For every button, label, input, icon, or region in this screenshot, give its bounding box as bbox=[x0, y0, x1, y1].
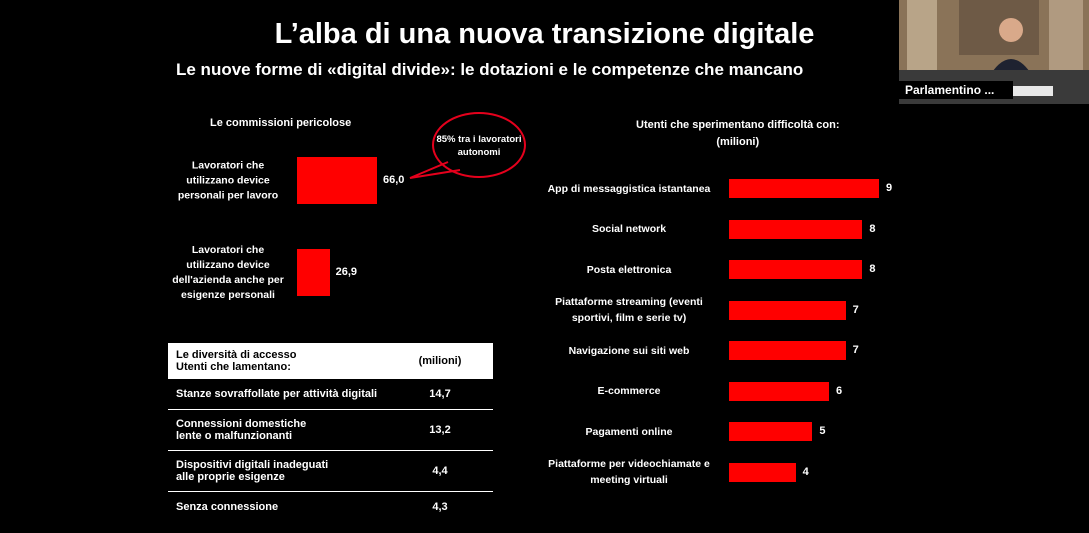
table-row-label: Stanze sovraffollate per attività digita… bbox=[168, 378, 387, 410]
table-header-label: Le diversità di accesso Utenti che lamen… bbox=[168, 343, 387, 379]
row-line1: Senza connessione bbox=[176, 501, 279, 513]
right-bar-value: 8 bbox=[869, 222, 876, 235]
right-bar bbox=[729, 381, 829, 401]
table-row-value: 4,3 bbox=[387, 491, 493, 522]
right-bar-category: E-commerce bbox=[597, 385, 661, 397]
right-bar bbox=[729, 341, 846, 360]
right-bar-category: Piattaforme per videochiamate e meeting … bbox=[548, 458, 710, 486]
right-bar-value: 8 bbox=[869, 263, 876, 275]
left-bar-value: 66,0 bbox=[383, 173, 405, 186]
row-line1: Dispositivi digitali inadeguati bbox=[176, 459, 329, 471]
callout-text: 85% tra i lavoratori autonomi bbox=[436, 134, 522, 158]
table-row-label: Connessioni domestiche lente o malfunzio… bbox=[168, 409, 387, 451]
table-row-value: 4,4 bbox=[387, 450, 493, 492]
table-row: Connessioni domestiche lente o malfunzio… bbox=[168, 409, 493, 451]
table-row: Dispositivi digitali inadeguati alle pro… bbox=[168, 450, 493, 492]
slide-title: L’alba di una nuova transizione digitale bbox=[274, 18, 815, 50]
right-bar bbox=[729, 179, 879, 198]
slide-subtitle: Le nuove forme di «digital divide»: le d… bbox=[176, 60, 804, 79]
right-chart-unit: (milioni) bbox=[716, 136, 760, 148]
table-header: Le diversità di accesso Utenti che lamen… bbox=[168, 343, 493, 379]
left-bar-category: Lavoratori che utilizzano device dell'az… bbox=[172, 243, 284, 301]
right-bar bbox=[729, 300, 846, 320]
table-header-line2: Utenti che lamentano: bbox=[176, 360, 291, 373]
left-bar bbox=[297, 249, 330, 296]
row-line2: lente o malfunzionanti bbox=[176, 430, 293, 442]
row-line1: Stanze sovraffollate per attività digita… bbox=[176, 388, 378, 400]
right-bar bbox=[729, 422, 813, 441]
left-chart-title: Le commissioni pericolose bbox=[210, 117, 352, 129]
right-bar-value: 9 bbox=[886, 182, 893, 194]
callout-bubble: 85% tra i lavoratori autonomi bbox=[432, 112, 526, 178]
table-row: Stanze sovraffollate per attività digita… bbox=[168, 378, 493, 410]
right-bar bbox=[729, 219, 863, 239]
webcam-scene-image bbox=[899, 0, 1089, 104]
right-bar-category: Piattaforme streaming (eventi sportivi, … bbox=[555, 296, 703, 324]
right-bar-value: 5 bbox=[819, 425, 826, 437]
access-table: Le diversità di accesso Utenti che lamen… bbox=[168, 343, 493, 522]
table-row-value: 13,2 bbox=[387, 409, 493, 451]
right-bar-category: Posta elettronica bbox=[586, 263, 672, 276]
table-row-value: 14,7 bbox=[387, 378, 493, 410]
right-bar-value: 7 bbox=[852, 303, 859, 316]
left-bar-value: 26,9 bbox=[335, 265, 358, 278]
right-bar-category: Navigazione sui siti web bbox=[568, 344, 690, 357]
left-bar bbox=[297, 157, 377, 204]
right-bar-value: 6 bbox=[836, 384, 843, 397]
right-bar-category: Pagamenti online bbox=[585, 425, 673, 438]
webcam-participant-name: Parlamentino ... bbox=[899, 81, 1013, 99]
right-bar bbox=[729, 260, 863, 279]
table-row-label: Senza connessione bbox=[168, 491, 387, 522]
table-row-label: Dispositivi digitali inadeguati alle pro… bbox=[168, 450, 387, 492]
row-line1: Connessioni domestiche bbox=[176, 418, 307, 430]
right-bar-value: 4 bbox=[802, 465, 809, 478]
right-bar-category: Social network bbox=[591, 223, 667, 235]
right-chart-title: Utenti che sperimentano difficoltà con: … bbox=[636, 117, 840, 151]
row-line2: alle proprie esigenze bbox=[176, 471, 285, 483]
right-bar-value: 7 bbox=[852, 344, 859, 356]
left-bar-category: Lavoratori che utilizzano device persona… bbox=[177, 159, 279, 201]
right-chart-title-text: Utenti che sperimentano difficoltà con: bbox=[636, 119, 840, 131]
right-bar-category: App di messaggistica istantanea bbox=[547, 182, 711, 195]
right-bar bbox=[729, 462, 796, 482]
table-header-line1: Le diversità di accesso bbox=[176, 348, 297, 361]
table-header-unit: (milioni) bbox=[387, 343, 493, 379]
table-row: Senza connessione 4,3 bbox=[168, 491, 493, 522]
